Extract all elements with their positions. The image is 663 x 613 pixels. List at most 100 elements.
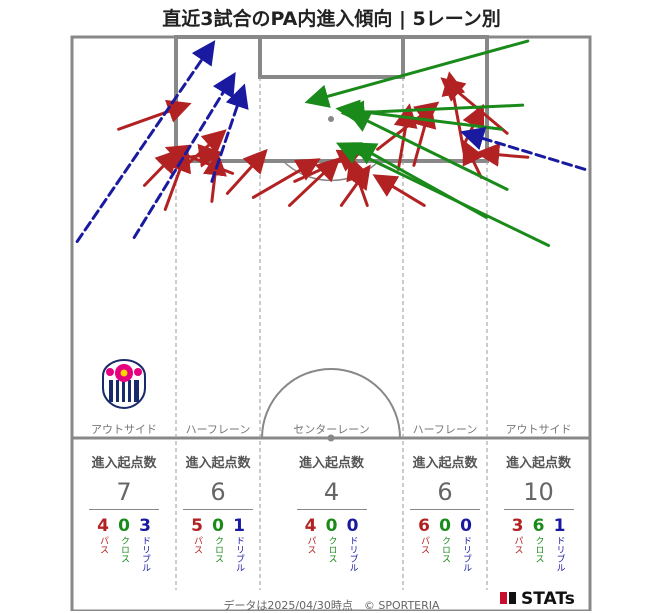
penalty-spot	[328, 116, 334, 122]
pass-arrow	[346, 155, 370, 207]
cross-count: 0 クロス	[323, 516, 341, 572]
pass-value: 4	[97, 516, 109, 536]
dribble-value: 1	[233, 516, 245, 536]
stat-breakdown: 3 パス 6 クロス 1 ドリブル	[487, 516, 590, 572]
dribble-value: 0	[460, 516, 472, 536]
stat-breakdown: 5 パス 0 クロス 1 ドリブル	[176, 516, 260, 572]
pass-count: 6 パス	[415, 516, 433, 572]
lane-stats-right-outside: 進入起点数 10 3 パス 6 クロス 1 ドリブル	[487, 452, 590, 572]
lane-label-right-half: ハーフレーン	[412, 423, 478, 436]
club-emblem	[102, 358, 146, 410]
goal-area	[258, 35, 405, 79]
lane-stats-center: 進入起点数 4 4 パス 0 クロス 0 ドリブル	[260, 452, 403, 572]
dribble-label: ドリブル	[234, 536, 244, 572]
stat-heading: 進入起点数	[91, 456, 157, 471]
dribble-label: ドリブル	[461, 536, 471, 572]
stat-total: 7	[116, 478, 132, 506]
lane-stats-left-half: 進入起点数 6 5 パス 0 クロス 1 ドリブル	[176, 452, 260, 572]
chart-title: 直近3試合のPA内進入傾向 | 5レーン別	[162, 8, 501, 30]
cross-value: 6	[532, 516, 545, 536]
stat-heading: 進入起点数	[298, 456, 364, 471]
stat-heading: 進入起点数	[505, 456, 571, 471]
pass-arrow	[288, 157, 341, 207]
stat-breakdown: 4 パス 0 クロス 0 ドリブル	[260, 516, 403, 572]
stat-heading: 進入起点数	[185, 456, 251, 471]
pass-label: パス	[98, 536, 108, 554]
stat-heading: 進入起点数	[412, 456, 478, 471]
stat-divider	[410, 509, 480, 510]
dribble-label: ドリブル	[347, 536, 358, 572]
cross-value: 0	[118, 516, 130, 536]
brand-mark-icon	[500, 592, 507, 604]
pass-arrow	[251, 158, 321, 199]
dribble-label: ドリブル	[140, 536, 150, 572]
stat-divider	[296, 509, 367, 510]
cross-count: 0 クロス	[209, 516, 227, 572]
cross-arrow	[340, 100, 525, 125]
cross-arrow	[346, 110, 509, 191]
stat-total: 4	[323, 478, 340, 506]
pass-label: パス	[512, 536, 523, 554]
pass-count: 4 パス	[94, 516, 112, 572]
cross-label: クロス	[533, 536, 544, 563]
pass-count: 4 パス	[302, 516, 320, 572]
dribble-count: 0 ドリブル	[344, 516, 362, 572]
dribble-count: 1 ドリブル	[230, 516, 248, 572]
brand-logo: STATs	[500, 589, 575, 609]
stat-divider	[89, 509, 159, 510]
dribble-arrow	[459, 126, 587, 171]
lane-stats-left-outside: 進入起点数 7 4 パス 0 クロス 3 ドリブル	[72, 452, 176, 572]
dribble-arrow	[75, 40, 216, 244]
stat-total: 10	[523, 478, 554, 506]
stat-breakdown: 4 パス 0 クロス 3 ドリブル	[72, 516, 176, 572]
pass-value: 3	[511, 516, 524, 536]
pass-count: 5 パス	[188, 516, 206, 572]
pass-value: 6	[418, 516, 430, 536]
cross-count: 0 クロス	[115, 516, 133, 572]
pass-arrow	[117, 99, 192, 131]
pass-value: 4	[304, 516, 317, 536]
dribble-count: 1 ドリブル	[551, 516, 569, 572]
footer-note: データは2025/04/30時点 © SPORTERIA	[223, 599, 440, 612]
stat-divider	[503, 509, 574, 510]
pass-arrow	[164, 144, 235, 175]
cross-value: 0	[212, 516, 224, 536]
brand-mark-icon	[509, 592, 516, 604]
pass-arrow	[143, 148, 180, 187]
dribble-value: 1	[553, 516, 566, 536]
lane-label-left-outside: アウトサイド	[91, 423, 157, 436]
dribble-value: 3	[139, 516, 151, 536]
penalty-area	[174, 35, 489, 163]
pass-label: パス	[419, 536, 429, 554]
pass-arrow	[225, 148, 268, 195]
dribble-arrow	[132, 71, 236, 239]
pass-arrow	[462, 139, 485, 179]
pass-arrow	[339, 164, 371, 207]
cross-label: クロス	[119, 536, 129, 563]
cross-count: 6 クロス	[530, 516, 548, 572]
dribble-label: ドリブル	[554, 536, 565, 572]
dribble-value: 0	[346, 516, 359, 536]
dribble-count: 0 ドリブル	[457, 516, 475, 572]
pass-label: パス	[192, 536, 202, 554]
pass-arrow	[184, 129, 227, 167]
lane-label-right-outside: アウトサイド	[505, 423, 572, 436]
stat-breakdown: 6 パス 0 クロス 0 ドリブル	[403, 516, 487, 572]
entry-arrows	[75, 39, 587, 248]
stat-total: 6	[437, 478, 453, 506]
cross-count: 0 クロス	[436, 516, 454, 572]
dribble-arrow	[210, 83, 249, 183]
stat-divider	[183, 509, 253, 510]
pass-arrow	[475, 142, 530, 167]
cross-arrow	[304, 39, 530, 108]
cross-label: クロス	[326, 536, 337, 563]
lane-label-center: センターレーン	[293, 423, 370, 436]
cross-label: クロス	[213, 536, 223, 563]
pass-value: 5	[191, 516, 203, 536]
pass-count: 3 パス	[509, 516, 527, 572]
pass-arrow	[372, 174, 426, 207]
dribble-count: 3 ドリブル	[136, 516, 154, 572]
cross-value: 0	[325, 516, 338, 536]
center-circle	[261, 368, 401, 439]
